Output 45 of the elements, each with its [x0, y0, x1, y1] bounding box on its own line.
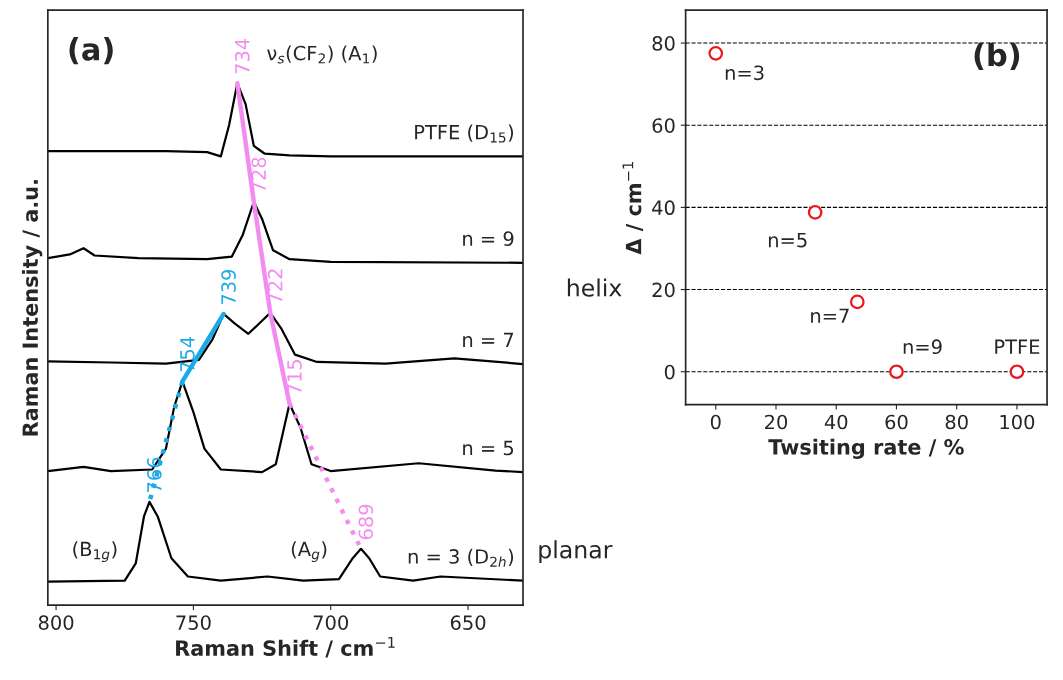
annotation: (B$_{1g}$)	[73, 541, 117, 563]
x-axis-title: Twsiting rate / %	[768, 438, 964, 460]
point	[708, 46, 724, 61]
text: ν$_{s}$(CF$_{2}$) (A$_{1}$)	[267, 45, 377, 64]
point	[889, 364, 904, 380]
x-tick-label: 700	[313, 615, 348, 630]
series-label: n = 3 (D$_{2h}$)	[408, 548, 514, 567]
x-tick-label: 650	[450, 615, 486, 630]
y-axis-title: Raman Intensity / a.u.	[21, 180, 43, 436]
x-tick-label: 80	[945, 414, 968, 430]
x-tick-label: 800	[38, 615, 74, 630]
x-tick-label: 20	[765, 414, 788, 430]
annotation: n=5	[768, 233, 807, 248]
y-tick-label: 20	[652, 282, 675, 298]
annotation: n=7	[811, 308, 849, 323]
annotation: 739	[221, 269, 236, 305]
x-tick-label: 60	[885, 414, 908, 430]
text: planar	[539, 540, 613, 564]
y-axis-title: Δ / cm$^{−1}$	[622, 162, 644, 255]
y-tick-label: 40	[652, 200, 675, 216]
point	[1009, 364, 1025, 380]
point	[849, 294, 865, 310]
x-tick-label: 40	[824, 414, 848, 430]
series-label: n = 7	[463, 332, 514, 347]
point	[807, 205, 823, 220]
text: (a)	[69, 37, 113, 65]
annotation: (A$_{g}$)	[291, 541, 327, 563]
annotation: 734	[234, 38, 250, 74]
text: helix	[567, 278, 622, 297]
x-tick-label: 750	[176, 615, 211, 630]
y-tick-label: 80	[652, 36, 675, 51]
series-label: n = 5	[463, 440, 514, 456]
x-tick-label: 0	[710, 414, 721, 430]
y-tick-label: 60	[652, 118, 675, 133]
x-tick-label: 100	[1000, 414, 1035, 430]
annotation: 689	[358, 504, 374, 540]
annotation: n=9	[903, 339, 942, 355]
x-axis-title: Raman Shift / cm$^{−1}$	[176, 637, 395, 658]
annotation: n=3	[725, 65, 764, 81]
y-tick-label: 0	[664, 364, 675, 380]
annotation: 754	[180, 336, 195, 372]
series-label: n = 9	[463, 231, 514, 246]
annotation: PTFE	[995, 339, 1040, 354]
series-label: PTFE (D$_{15}$)	[415, 124, 514, 143]
annotation: (b)	[974, 42, 1020, 70]
